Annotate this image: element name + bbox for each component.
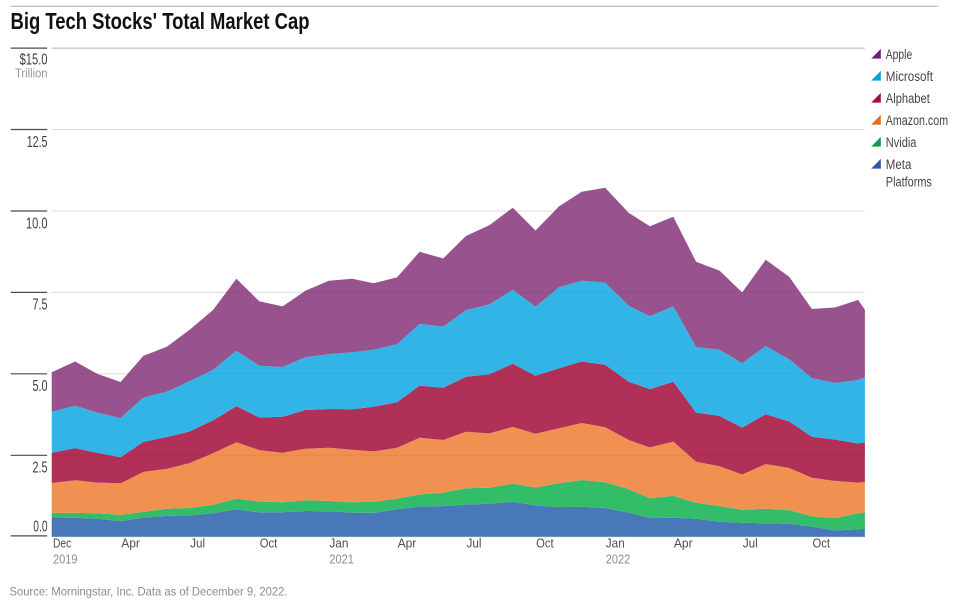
svg-text:Oct: Oct [536,535,554,550]
svg-text:12.5: 12.5 [27,134,48,151]
svg-text:Apr: Apr [398,535,417,550]
svg-text:Jul: Jul [743,535,758,550]
svg-text:2022: 2022 [606,551,631,566]
svg-text:Apple: Apple [886,47,912,63]
svg-text:Jan: Jan [606,535,625,550]
svg-text:Jan: Jan [329,535,348,550]
svg-text:Amazon.com: Amazon.com [886,113,948,129]
svg-text:Oct: Oct [260,535,278,550]
svg-text:Jul: Jul [190,535,205,550]
svg-text:Dec: Dec [53,535,72,550]
svg-text:Platforms: Platforms [886,174,932,190]
svg-text:Meta: Meta [886,157,912,173]
svg-text:5.0: 5.0 [33,378,48,395]
svg-text:2019: 2019 [53,551,78,566]
svg-text:0.0: 0.0 [33,518,47,535]
svg-text:2021: 2021 [329,551,354,566]
svg-text:2.5: 2.5 [33,460,48,477]
svg-text:Trillion: Trillion [15,66,48,80]
svg-text:Jul: Jul [467,535,482,550]
svg-text:Nvidia: Nvidia [886,135,917,151]
svg-text:7.5: 7.5 [33,297,48,314]
svg-text:Microsoft: Microsoft [886,69,933,85]
svg-text:Alphabet: Alphabet [886,91,930,107]
svg-text:$15.0: $15.0 [20,52,48,69]
svg-text:Source: Morningstar, Inc. Data: Source: Morningstar, Inc. Data as of Dec… [10,584,288,598]
svg-text:Big Tech Stocks' Total Market: Big Tech Stocks' Total Market Cap [11,8,310,34]
svg-text:Apr: Apr [121,535,140,550]
svg-text:Apr: Apr [674,535,693,550]
svg-text:Oct: Oct [813,535,831,550]
svg-text:10.0: 10.0 [26,215,48,232]
